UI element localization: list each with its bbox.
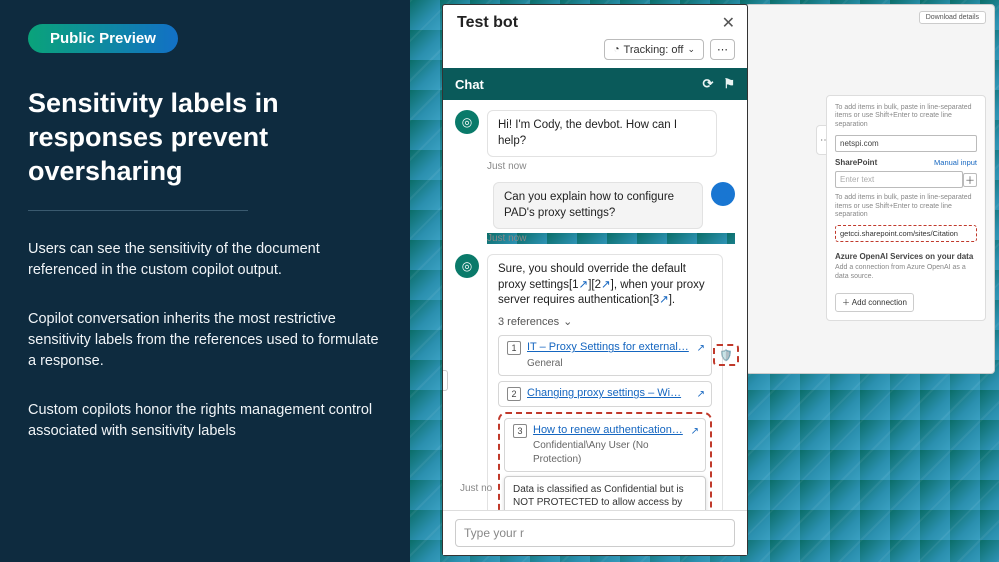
slide-root: Public Preview Sensitivity labels in res… [0, 0, 999, 562]
more-icon[interactable]: ⋯ [710, 39, 735, 60]
config-card: To add items in bulk, paste in line-sepa… [826, 95, 986, 321]
config-input-domain[interactable]: netspi.com [835, 135, 977, 152]
open-link-icon[interactable]: ↗ [691, 425, 699, 439]
timestamp-2: Just now [487, 233, 735, 244]
chat-header: Chat ⟳ ⚑ [443, 68, 747, 100]
chevron-down-icon: ⌄ [563, 315, 572, 330]
sharepoint-url-highlight: getcci.sharepoint.com/sites/Citation [835, 225, 977, 242]
screenshot-region: Download details ⋯ To add items in bulk,… [410, 0, 999, 562]
ref-number: 2 [507, 387, 521, 401]
testbot-title: Test bot [457, 14, 518, 32]
slide-title: Sensitivity labels in responses prevent … [28, 87, 390, 188]
flag-icon[interactable]: ⚑ [723, 76, 735, 92]
close-icon[interactable]: ✕ [722, 13, 735, 33]
lock-icon: 🔒 [443, 370, 448, 391]
sharepoint-mode[interactable]: Manual input [934, 158, 977, 167]
open-link-icon[interactable]: ↗ [697, 388, 705, 402]
timestamp-3: Just no [460, 482, 492, 496]
paragraph-1: Users can see the sensitivity of the doc… [28, 239, 388, 281]
shield-icon: 🛡️ [719, 349, 733, 362]
config-hint-1: To add items in bulk, paste in line-sepa… [835, 104, 977, 129]
references-toggle[interactable]: 3 references⌄ [498, 315, 712, 330]
reference-item-2[interactable]: 2 Changing proxy settings – Wi… ↗ [498, 381, 712, 407]
reference-item-3[interactable]: 3 How to renew authentication… Confident… [504, 418, 706, 472]
shield-callout: 🛡️ [713, 344, 739, 366]
title-divider [28, 210, 248, 211]
sharepoint-input[interactable]: Enter text [835, 171, 963, 188]
bot-message-2: Sure, you should override the default pr… [487, 254, 723, 510]
timestamp-1: Just now [487, 161, 735, 172]
paragraph-3: Custom copilots honor the rights managem… [28, 400, 388, 442]
tracking-toggle[interactable]: ◔ Tracking: off ⌄ [604, 39, 704, 60]
sensitivity-tooltip: Data is classified as Confidential but i… [504, 476, 706, 510]
sharepoint-add-button[interactable]: ＋ [963, 173, 977, 187]
download-details-button[interactable]: Download details [919, 11, 986, 24]
ref-number: 3 [513, 424, 527, 438]
bot-message-1: Hi! I'm Cody, the devbot. How can I help… [487, 110, 717, 157]
aoa-sub: Add a connection from Azure OpenAI as a … [835, 264, 977, 281]
chevron-down-icon: ⌄ [687, 44, 695, 55]
bot-avatar-icon: ◎ [455, 254, 479, 278]
ref-3-sub: Confidential\Any User (No Protection) [533, 439, 697, 466]
chat-header-label: Chat [455, 77, 484, 92]
ref-3-link[interactable]: How to renew authentication… [533, 424, 697, 437]
open-link-icon[interactable]: ↗ [697, 342, 705, 356]
ref-1-sub: General [527, 357, 689, 371]
references-list: 1 IT – Proxy Settings for external… Gene… [498, 335, 712, 510]
config-hint-2: To add items in bulk, paste in line-sepa… [835, 194, 977, 219]
ref-2-link[interactable]: Changing proxy settings – Wi… [527, 387, 681, 400]
refresh-icon[interactable]: ⟳ [702, 76, 713, 92]
add-connection-button[interactable]: ＋ Add connection [835, 293, 914, 312]
sharepoint-label: SharePoint [835, 158, 877, 167]
user-message-1: Can you explain how to configure PAD's p… [493, 182, 703, 229]
paragraph-2: Copilot conversation inherits the most r… [28, 309, 388, 372]
sensitivity-callout: 3 How to renew authentication… Confident… [498, 412, 712, 510]
user-avatar-icon: 👤 [711, 182, 735, 206]
preview-badge: Public Preview [28, 24, 178, 53]
bot-avatar-icon: ◎ [455, 110, 479, 134]
chat-input-area: Type your r [443, 510, 747, 555]
chat-input[interactable]: Type your r [455, 519, 735, 547]
chat-body: 🔒 ◎ Hi! I'm Cody, the devbot. How can I … [443, 100, 747, 510]
aoa-title: Azure OpenAI Services on your data [835, 252, 977, 261]
config-panel: Download details ⋯ To add items in bulk,… [745, 4, 995, 374]
ref-number: 1 [507, 341, 521, 355]
ref-1-link[interactable]: IT – Proxy Settings for external… [527, 341, 689, 354]
reference-item-1[interactable]: 1 IT – Proxy Settings for external… Gene… [498, 335, 712, 376]
tracking-label: Tracking: off [624, 44, 684, 56]
testbot-panel: Test bot ✕ ◔ Tracking: off ⌄ ⋯ Chat ⟳ ⚑ [442, 4, 748, 556]
left-panel: Public Preview Sensitivity labels in res… [0, 0, 410, 562]
